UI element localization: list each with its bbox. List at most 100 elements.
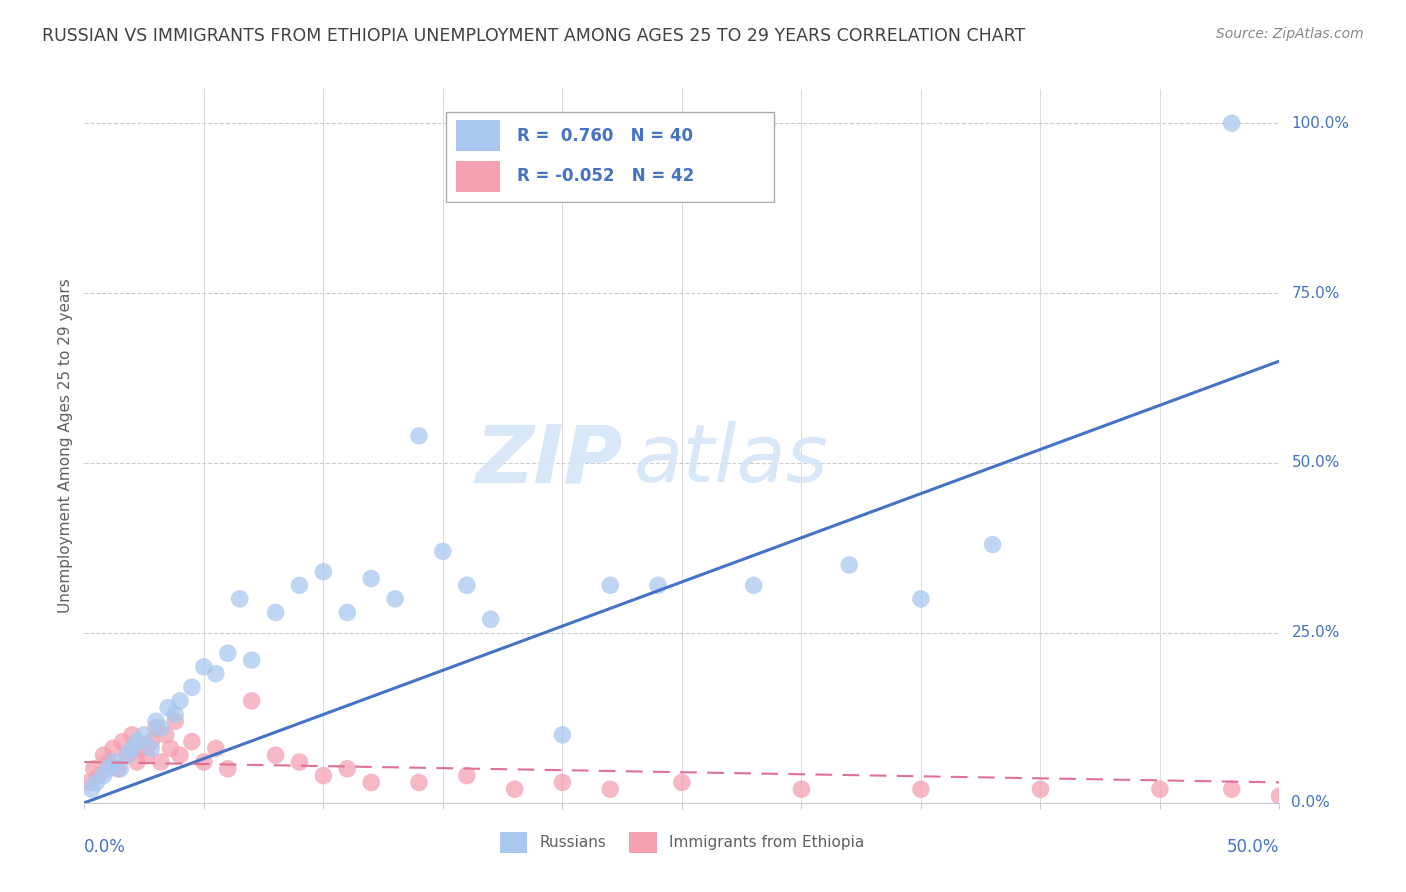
Point xyxy=(145,721,167,735)
Text: Source: ZipAtlas.com: Source: ZipAtlas.com xyxy=(1216,27,1364,41)
Point xyxy=(1029,782,1052,797)
Point xyxy=(288,755,311,769)
Point xyxy=(647,578,669,592)
Text: 50.0%: 50.0% xyxy=(1227,838,1279,856)
Text: atlas: atlas xyxy=(634,421,830,500)
Point xyxy=(205,666,228,681)
Point xyxy=(838,558,860,572)
Point xyxy=(671,775,693,789)
Point xyxy=(1220,116,1243,130)
Point xyxy=(479,612,502,626)
Point xyxy=(155,728,177,742)
Point xyxy=(240,694,263,708)
Point xyxy=(97,762,120,776)
Point xyxy=(288,578,311,592)
Point xyxy=(149,721,172,735)
Point xyxy=(83,762,105,776)
Text: 100.0%: 100.0% xyxy=(1291,116,1350,131)
Point xyxy=(125,755,148,769)
Y-axis label: Unemployment Among Ages 25 to 29 years: Unemployment Among Ages 25 to 29 years xyxy=(58,278,73,614)
Point xyxy=(551,728,574,742)
Point xyxy=(101,741,124,756)
Point xyxy=(84,775,107,789)
Point xyxy=(742,578,765,592)
Point xyxy=(145,714,167,729)
Point xyxy=(125,734,148,748)
Point xyxy=(159,741,181,756)
Point xyxy=(117,748,139,763)
Point xyxy=(408,775,430,789)
Point xyxy=(360,572,382,586)
Point xyxy=(93,748,115,763)
Point xyxy=(312,565,335,579)
Point xyxy=(432,544,454,558)
Point xyxy=(169,694,191,708)
Point xyxy=(165,707,187,722)
Point xyxy=(110,762,132,776)
Point xyxy=(1220,782,1243,797)
Point xyxy=(503,782,526,797)
Point xyxy=(180,680,202,694)
Point xyxy=(456,769,478,783)
Point xyxy=(131,741,153,756)
Text: 25.0%: 25.0% xyxy=(1291,625,1340,640)
Point xyxy=(264,606,287,620)
Point xyxy=(141,741,163,756)
Point xyxy=(205,741,228,756)
Point xyxy=(217,646,239,660)
Point xyxy=(360,775,382,789)
Point xyxy=(910,782,932,797)
Point xyxy=(408,429,430,443)
Point xyxy=(169,748,191,763)
Point xyxy=(107,762,129,776)
Point xyxy=(193,755,215,769)
Point xyxy=(217,762,239,776)
Point xyxy=(117,748,139,763)
Point xyxy=(93,769,115,783)
Point xyxy=(264,748,287,763)
Point xyxy=(981,537,1004,551)
Point xyxy=(157,700,180,714)
Point xyxy=(180,734,202,748)
Text: ZIP: ZIP xyxy=(475,421,621,500)
Point xyxy=(228,591,250,606)
Point xyxy=(141,734,163,748)
Point xyxy=(149,755,172,769)
Point xyxy=(336,762,359,776)
Point xyxy=(1149,782,1171,797)
Point xyxy=(111,734,134,748)
Point xyxy=(336,606,359,620)
Point xyxy=(193,660,215,674)
Bar xyxy=(457,161,499,193)
Point xyxy=(87,769,110,783)
Point xyxy=(551,775,574,789)
Point xyxy=(312,769,335,783)
Text: RUSSIAN VS IMMIGRANTS FROM ETHIOPIA UNEMPLOYMENT AMONG AGES 25 TO 29 YEARS CORRE: RUSSIAN VS IMMIGRANTS FROM ETHIOPIA UNEM… xyxy=(42,27,1025,45)
Point xyxy=(910,591,932,606)
Point xyxy=(240,653,263,667)
Point xyxy=(132,728,156,742)
Point xyxy=(599,782,621,797)
Point xyxy=(790,782,813,797)
Point xyxy=(121,728,143,742)
FancyBboxPatch shape xyxy=(446,112,775,202)
Point xyxy=(101,755,124,769)
Point xyxy=(77,775,100,789)
Point xyxy=(121,741,143,756)
Point xyxy=(1268,789,1291,803)
Text: 75.0%: 75.0% xyxy=(1291,285,1340,301)
Point xyxy=(135,748,157,763)
Text: 0.0%: 0.0% xyxy=(84,838,127,856)
Point xyxy=(599,578,621,592)
Legend: Russians, Immigrants from Ethiopia: Russians, Immigrants from Ethiopia xyxy=(494,825,870,859)
Text: R =  0.760   N = 40: R = 0.760 N = 40 xyxy=(516,127,693,145)
Text: 0.0%: 0.0% xyxy=(1291,796,1330,810)
Point xyxy=(165,714,187,729)
Text: 50.0%: 50.0% xyxy=(1291,456,1340,470)
Text: R = -0.052   N = 42: R = -0.052 N = 42 xyxy=(516,168,693,186)
Point xyxy=(80,782,103,797)
Point xyxy=(456,578,478,592)
Point xyxy=(384,591,406,606)
Point xyxy=(97,755,120,769)
Bar xyxy=(457,120,499,152)
